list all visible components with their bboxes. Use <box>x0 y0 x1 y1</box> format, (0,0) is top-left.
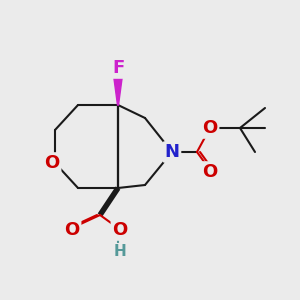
Text: O: O <box>44 154 60 172</box>
Text: O: O <box>112 221 128 239</box>
Text: N: N <box>164 143 179 161</box>
Polygon shape <box>113 75 122 105</box>
Text: O: O <box>202 163 217 181</box>
Text: H: H <box>114 244 126 260</box>
Text: O: O <box>64 221 80 239</box>
Text: F: F <box>112 59 124 77</box>
Text: O: O <box>202 119 217 137</box>
